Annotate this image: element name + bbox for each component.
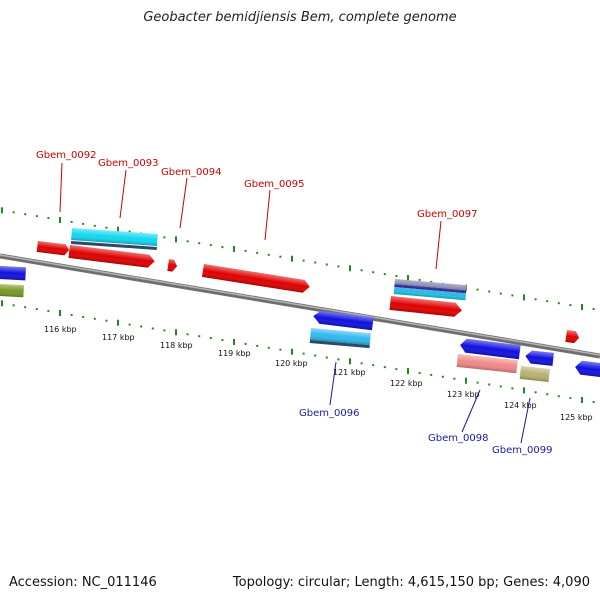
reverse-tick-row: [1, 300, 595, 403]
leader-gbem-0094: [179, 177, 188, 229]
leader-gbem-0093: [119, 169, 127, 219]
leader-gbem-0098: [461, 389, 481, 433]
gene-small-forward-arrow[interactable]: [565, 330, 580, 344]
genome-backbone: [0, 253, 600, 359]
leader-gbem-0096: [329, 361, 337, 406]
gene-gbem-0093-arrow[interactable]: [68, 245, 155, 268]
gene-label-gbem-0097[interactable]: Gbem_0097: [417, 209, 477, 220]
gene-gbem-0097-arrow[interactable]: [389, 296, 463, 317]
scale-label-120: 120 kbp: [275, 359, 308, 368]
scale-label-125: 125 kbp: [560, 413, 593, 422]
gene-gbem-0097-stack[interactable]: [393, 279, 467, 301]
scale-labels: 116 kbp 117 kbp 118 kbp 119 kbp 120 kbp …: [44, 325, 593, 422]
gene-label-gbem-0095[interactable]: Gbem_0095: [244, 179, 304, 190]
gene-right-blue-arrow[interactable]: [574, 360, 600, 378]
scale-label-123: 123 kbp: [447, 390, 480, 399]
gene-left-blue-arrow[interactable]: [0, 266, 26, 281]
gene-gbem-0093-stack[interactable]: [70, 228, 158, 250]
scale-label-119: 119 kbp: [218, 349, 251, 358]
scale-label-118: 118 kbp: [160, 341, 193, 350]
gene-label-gbem-0093[interactable]: Gbem_0093: [98, 158, 158, 169]
gene-label-gbem-0094[interactable]: Gbem_0094: [161, 167, 221, 178]
forward-genes: [36, 228, 580, 344]
gene-gbem-0095-arrow[interactable]: [201, 264, 311, 294]
scale-label-122: 122 kbp: [390, 379, 423, 388]
gene-gbem-0094-arrow[interactable]: [167, 259, 178, 272]
gene-left-olive-block[interactable]: [0, 284, 24, 298]
gene-gbem-0098-pink-block[interactable]: [456, 354, 518, 374]
genome-summary-text: Topology: circular; Length: 4,615,150 bp…: [232, 575, 590, 590]
gene-label-gbem-0098[interactable]: Gbem_0098: [428, 433, 488, 444]
scale-label-117: 117 kbp: [102, 333, 135, 342]
leader-gbem-0092: [59, 162, 63, 213]
genome-backbone-highlight: [0, 254, 600, 356]
leader-gbem-0095: [264, 189, 271, 241]
gene-label-gbem-0092[interactable]: Gbem_0092: [36, 150, 96, 161]
leader-gbem-0097: [435, 220, 442, 270]
scale-label-124: 124 kbp: [504, 401, 537, 410]
gene-gbem-0096-arrow[interactable]: [312, 310, 374, 331]
gene-labels: Gbem_0092 Gbem_0093 Gbem_0094 Gbem_0095 …: [36, 150, 552, 456]
gene-gbem-0096-stack[interactable]: [309, 328, 371, 349]
gene-label-gbem-0096[interactable]: Gbem_0096: [299, 408, 359, 419]
accession-text: Accession: NC_011146: [9, 575, 157, 590]
gene-label-gbem-0099[interactable]: Gbem_0099: [492, 445, 552, 456]
label-leaders: [59, 162, 531, 444]
leader-gbem-0099: [520, 397, 531, 444]
reverse-genes: [0, 266, 600, 382]
gene-gbem-0092-arrow[interactable]: [36, 241, 70, 256]
gene-gbem-0098-blue-arrow[interactable]: [459, 338, 521, 360]
scale-label-121: 121 kbp: [333, 368, 366, 377]
gene-gbem-0099-khaki-block[interactable]: [519, 366, 550, 382]
gene-gbem-0099-blue-arrow[interactable]: [525, 350, 554, 366]
scale-label-116: 116 kbp: [44, 325, 77, 334]
genome-title: Geobacter bemidjiensis Bem, complete gen…: [143, 10, 457, 25]
